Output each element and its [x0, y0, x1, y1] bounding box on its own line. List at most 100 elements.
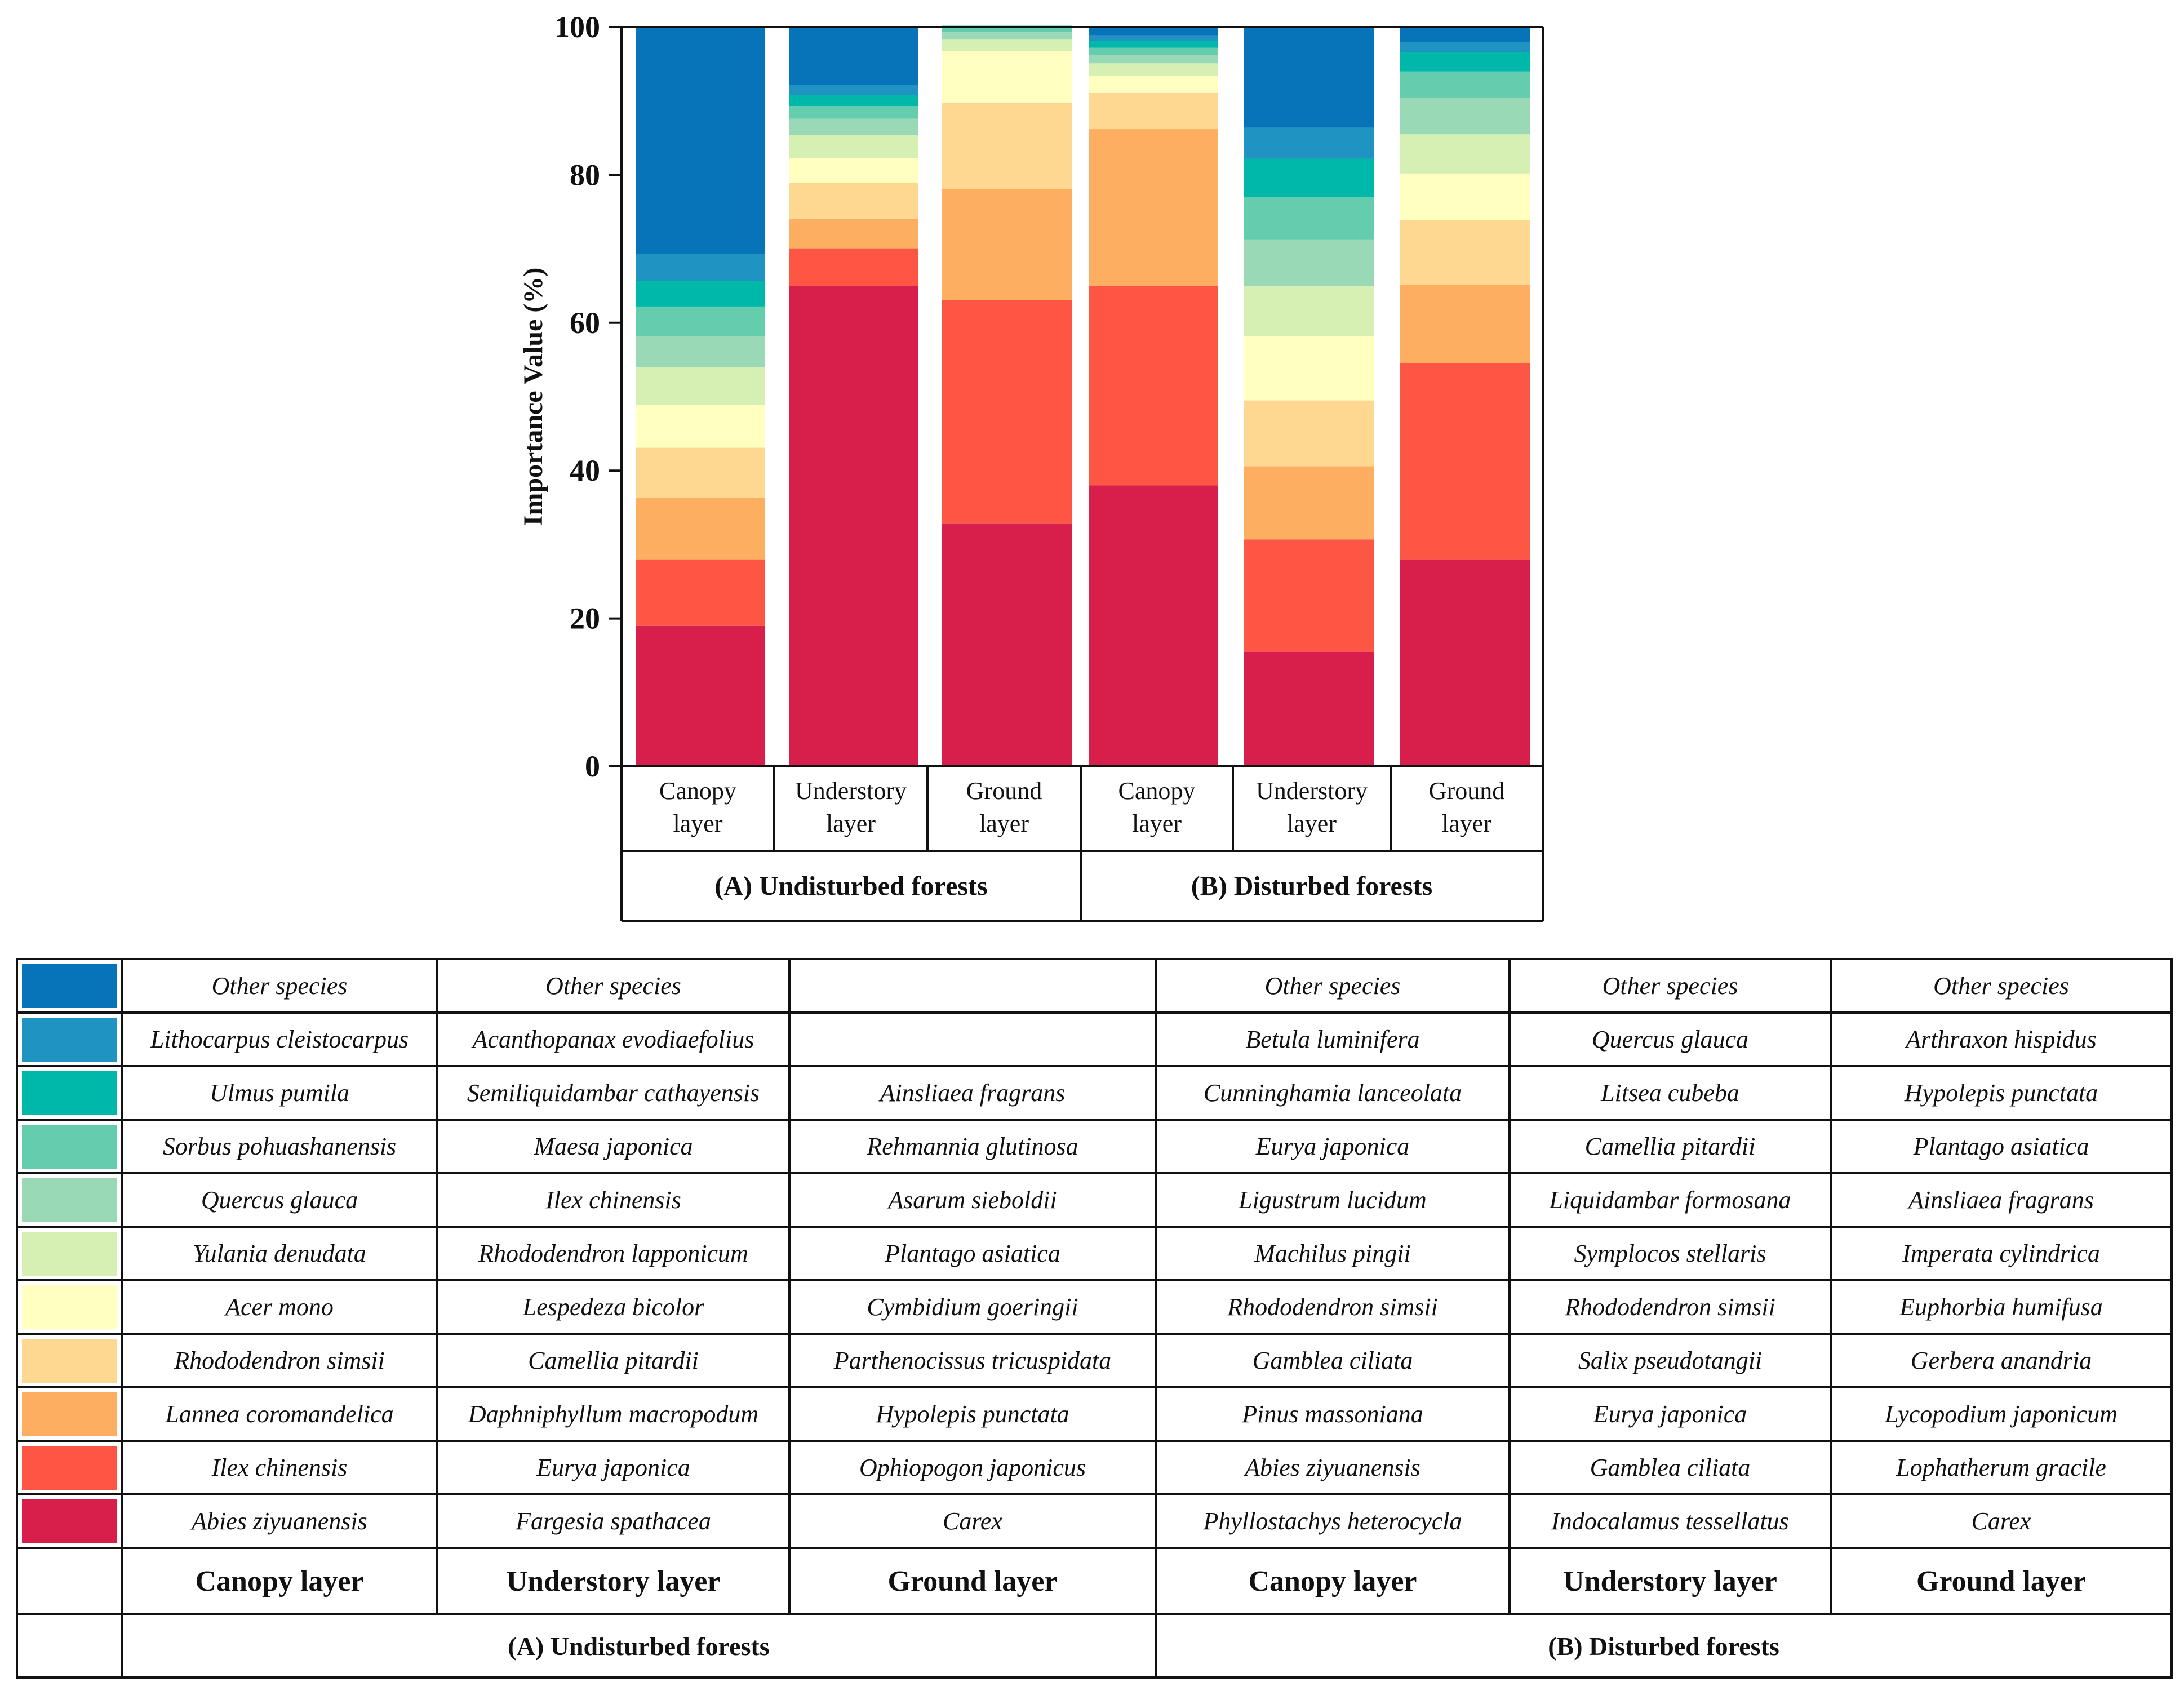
bar-segment — [1089, 35, 1218, 41]
bar-segment — [789, 158, 918, 183]
bar-segment — [1089, 55, 1218, 64]
bar-segment — [636, 367, 765, 405]
x-category-label: layer — [1132, 810, 1182, 837]
bar-segment — [789, 286, 918, 766]
x-category-label: Understory — [1256, 777, 1368, 805]
species-name: Camellia pitardii — [436, 1333, 791, 1388]
legend-row: Acer mono Lespedeza bicolor Cymbidium goer… — [16, 1279, 2173, 1335]
bar-segment — [636, 306, 765, 336]
species-name: Hypolepis punctata — [788, 1386, 1157, 1442]
species-name: Other species — [121, 958, 438, 1014]
bar-segment — [789, 27, 918, 85]
species-name: Camellia pitardii — [1508, 1119, 1832, 1174]
bar-segment — [1400, 134, 1530, 174]
legend-row: Abies ziyuanensis Fargesia spathacea Carex… — [16, 1493, 2173, 1549]
species-name: Gamblea ciliata — [1155, 1333, 1511, 1388]
layer-header: Understory layer — [1508, 1547, 1832, 1615]
bar-segment — [789, 118, 918, 135]
species-name: Phyllostachys heterocycla — [1155, 1493, 1511, 1549]
color-swatch — [22, 1499, 117, 1543]
legend-row: Lithocarpus cleistocarpus Acanthopanax ev… — [16, 1011, 2173, 1067]
x-category-label: Canopy — [1118, 777, 1196, 805]
legend-row: Yulania denudata Rhododendron lapponicum P… — [16, 1226, 2173, 1281]
species-name: Cymbidium goeringii — [788, 1279, 1157, 1335]
bar-segment — [942, 102, 1072, 189]
species-name: Hypolepis punctata — [1830, 1065, 2173, 1121]
species-name: Yulania denudata — [121, 1226, 438, 1281]
species-name: Lespedeza bicolor — [436, 1279, 791, 1335]
species-name: Other species — [436, 958, 791, 1014]
color-swatch — [22, 1178, 117, 1222]
bar-segment — [636, 281, 765, 307]
species-name: Other species — [1508, 958, 1832, 1014]
species-name: Lithocarpus cleistocarpus — [121, 1011, 438, 1067]
bar-segment — [942, 189, 1072, 300]
species-name: Abies ziyuanensis — [121, 1493, 438, 1549]
x-category-label: layer — [826, 810, 876, 837]
species-name: Asarum sieboldii — [788, 1172, 1157, 1228]
species-name: Imperata cylindrica — [1830, 1226, 2173, 1281]
legend-row: Ilex chinensis Eurya japonica Ophiopogon j… — [16, 1440, 2173, 1495]
empty-cell — [16, 1613, 123, 1679]
bar-segment — [1400, 97, 1530, 135]
layer-header: Ground layer — [788, 1547, 1157, 1615]
species-name: Ulmus pumila — [121, 1065, 438, 1121]
bar-segment — [636, 559, 765, 626]
bar-segment — [789, 218, 918, 249]
bar-segment — [1089, 92, 1218, 130]
species-name: Abies ziyuanensis — [1155, 1440, 1511, 1495]
bar-segment — [1244, 197, 1374, 240]
group-header: (A) Undisturbed forests — [121, 1613, 1157, 1679]
color-swatch — [22, 1285, 117, 1329]
species-name: Pinus massoniana — [1155, 1386, 1511, 1442]
legend-swatch-cell — [16, 1011, 123, 1067]
bar-segment — [1400, 285, 1530, 363]
legend-swatch-cell — [16, 1065, 123, 1121]
bar-segment — [1089, 129, 1218, 286]
bar-segment — [1244, 158, 1374, 197]
legend-row: Sorbus pohuashanensis Maesa japonica Rehma… — [16, 1119, 2173, 1174]
bar-segment — [636, 447, 765, 498]
y-tick-label: 40 — [570, 454, 600, 487]
x-category-label: Ground — [1429, 777, 1504, 805]
bar-segment — [1400, 363, 1530, 560]
species-name: Arthraxon hispidus — [1830, 1011, 2173, 1067]
color-swatch — [22, 1338, 117, 1383]
species-name: Rehmannia glutinosa — [788, 1119, 1157, 1174]
y-tick-label: 0 — [585, 749, 600, 783]
group-header-row: (A) Undisturbed forests (B) Disturbed for… — [16, 1613, 2173, 1679]
bar-segment — [1400, 27, 1530, 42]
species-name — [788, 1011, 1157, 1067]
color-swatch — [22, 1392, 117, 1436]
species-legend-table: Other species Other species Other species O… — [16, 958, 2173, 1679]
y-tick-label: 100 — [554, 10, 600, 44]
color-swatch — [22, 1124, 117, 1169]
legend-swatch-cell — [16, 1119, 123, 1174]
species-name: Sorbus pohuashanensis — [121, 1119, 438, 1174]
bar-segment — [1089, 63, 1218, 76]
empty-cell — [16, 1547, 123, 1615]
species-name: Machilus pingii — [1155, 1226, 1511, 1281]
bar-segment — [1244, 466, 1374, 540]
layer-header-row: Canopy layer Understory layer Ground layer… — [16, 1547, 2173, 1615]
bar-segment — [789, 183, 918, 219]
bar-segment — [636, 254, 765, 281]
bar-segment — [1089, 485, 1218, 766]
y-tick-label: 60 — [570, 306, 600, 340]
layer-header: Understory layer — [436, 1547, 791, 1615]
layer-header: Canopy layer — [1155, 1547, 1511, 1615]
bar-segment — [1244, 651, 1374, 766]
bar-segment — [1244, 539, 1374, 652]
bar-segment — [1400, 220, 1530, 285]
legend-swatch-cell — [16, 1440, 123, 1495]
legend-row: Lannea coromandelica Daphniphyllum macrop… — [16, 1386, 2173, 1442]
species-name: Semiliquidambar cathayensis — [436, 1065, 791, 1121]
x-category-label: Understory — [795, 777, 907, 805]
species-name: Litsea cubeba — [1508, 1065, 1832, 1121]
species-name: Rhododendron simsii — [121, 1333, 438, 1388]
legend-row: Other species Other species Other species O… — [16, 958, 2173, 1014]
species-name: Eurya japonica — [1508, 1386, 1832, 1442]
species-name: Ilex chinensis — [121, 1440, 438, 1495]
legend-swatch-cell — [16, 1279, 123, 1335]
bar-segment — [942, 523, 1072, 766]
